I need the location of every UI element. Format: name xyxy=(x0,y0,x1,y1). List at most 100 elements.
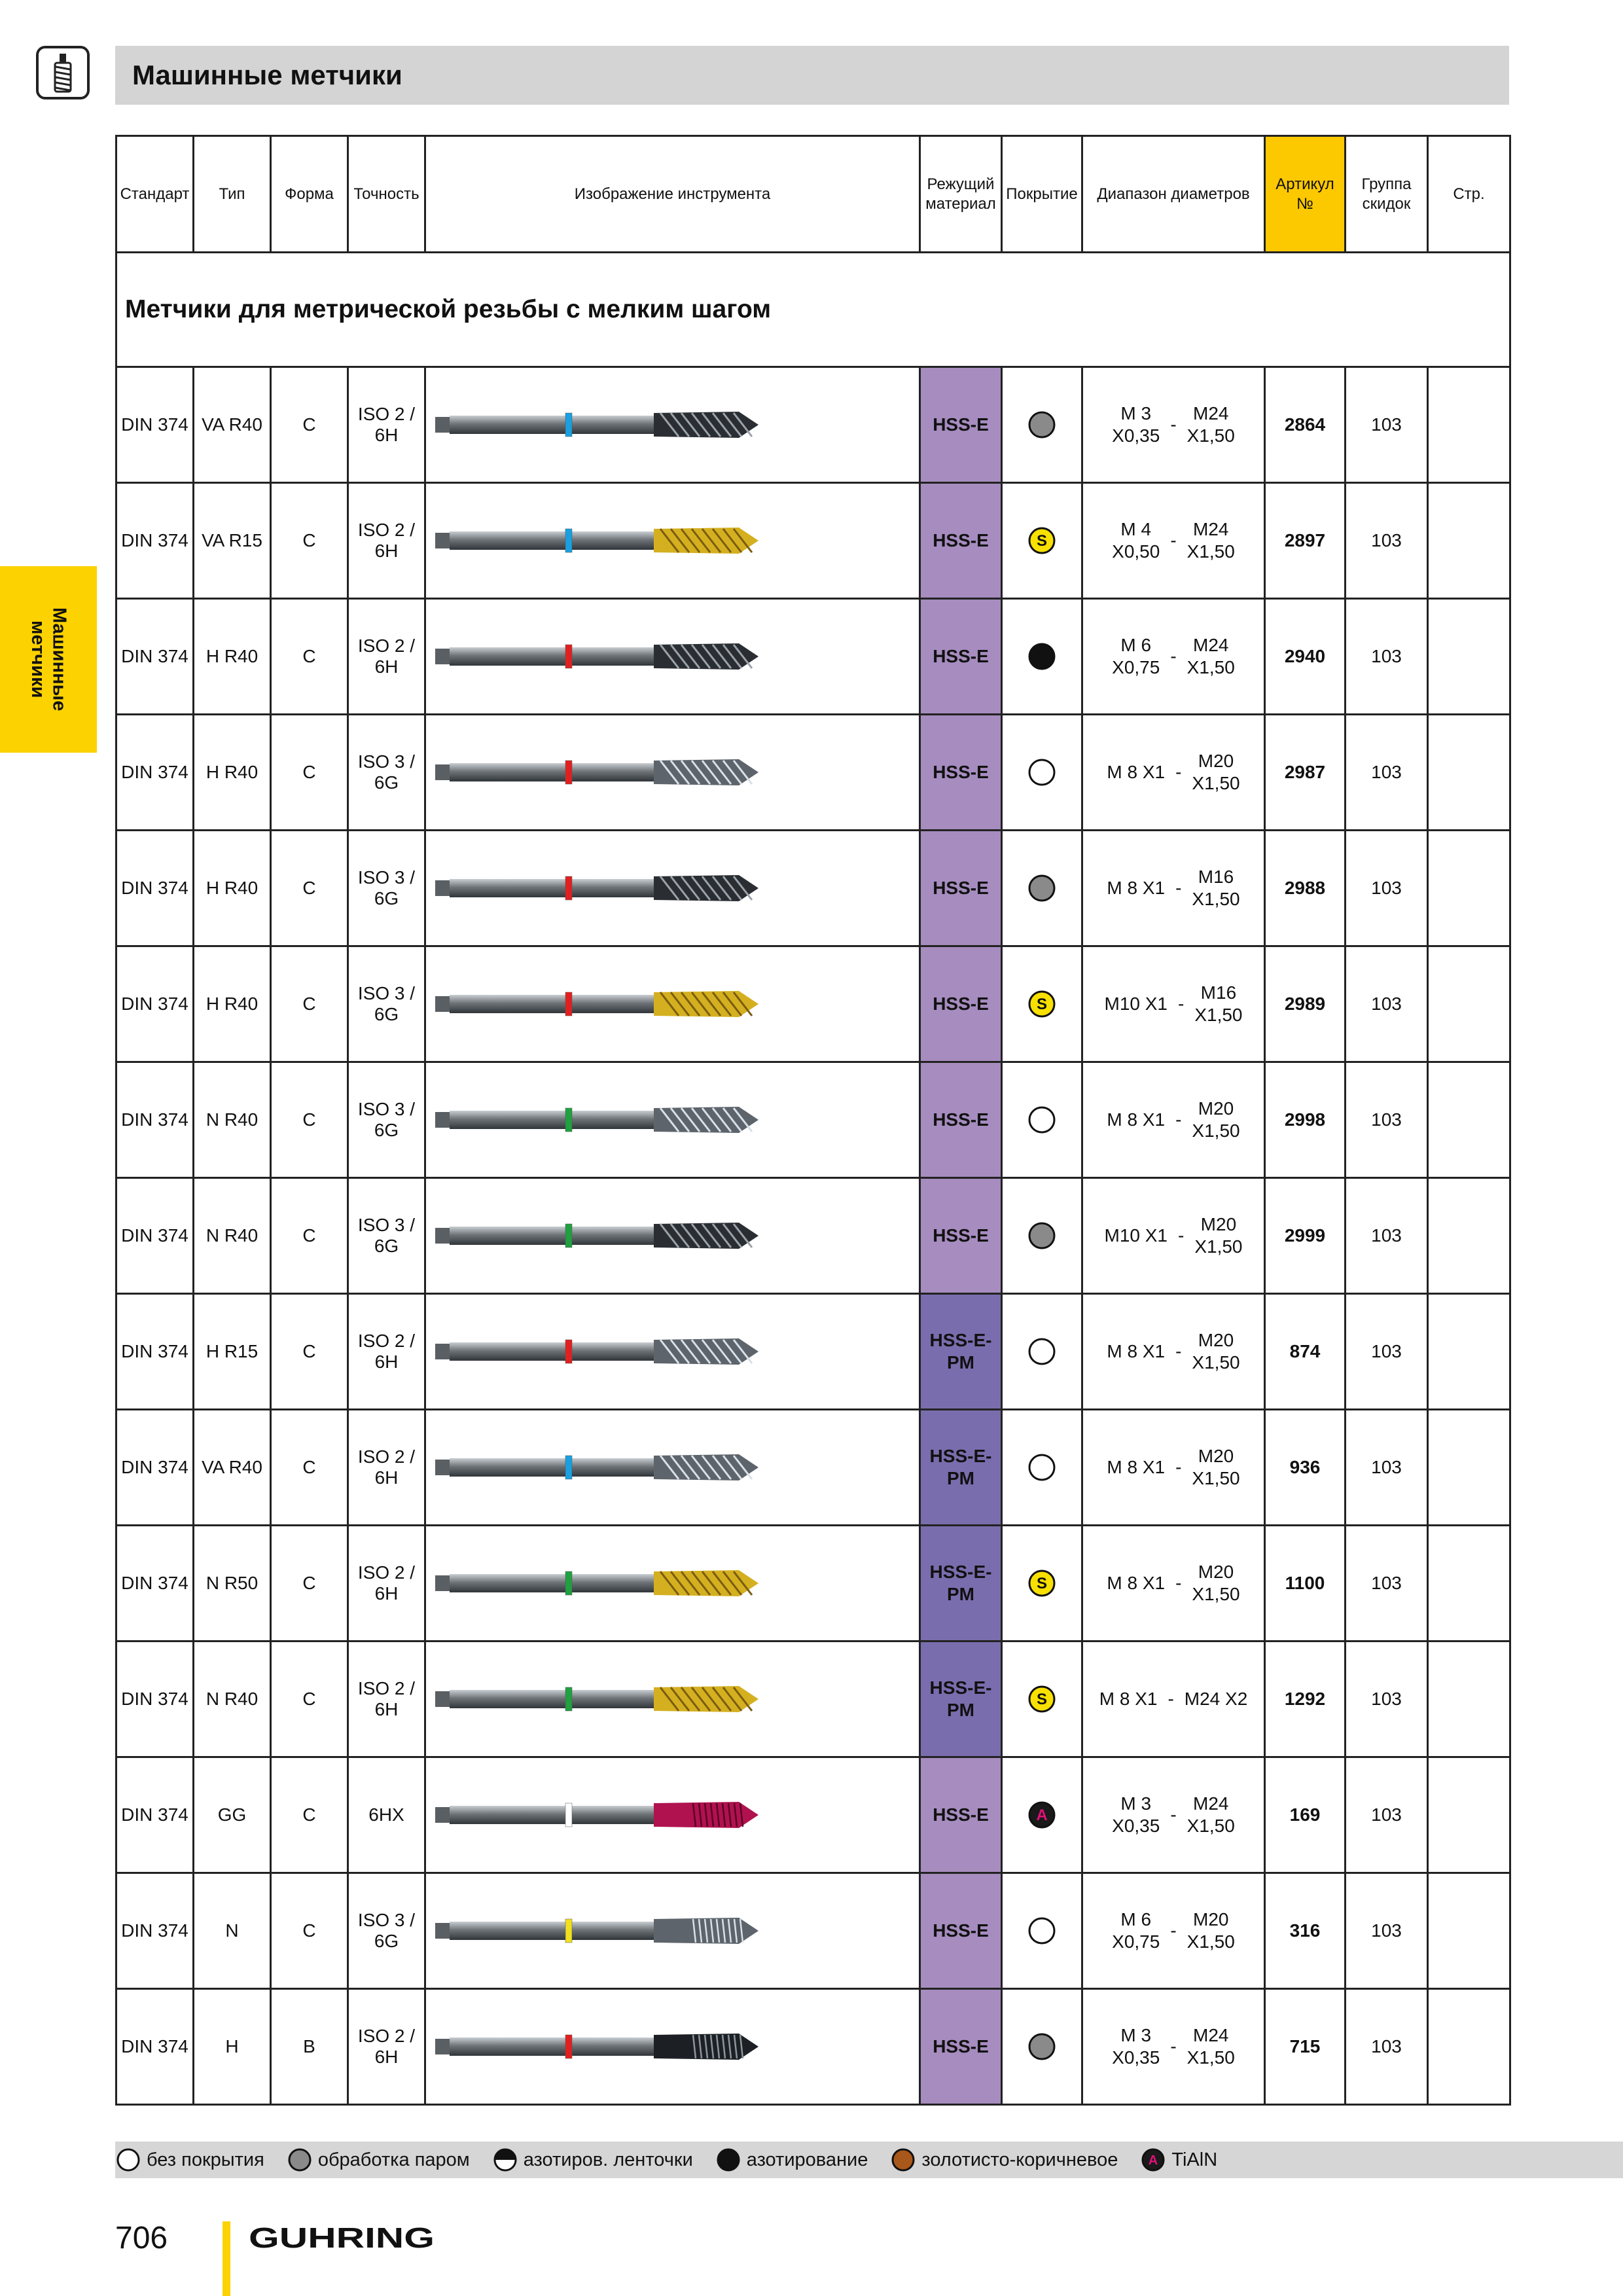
cell-article[interactable]: 1292 xyxy=(1264,1640,1346,1758)
cell-page xyxy=(1427,1756,1511,1874)
precision-line: ISO 3 / xyxy=(357,751,416,772)
table-row[interactable]: DIN 374 VA R40 C ISO 2 /6H HSS-E- PM M 8 X1- M2… xyxy=(115,1408,1511,1526)
precision-line: 6H xyxy=(374,1467,399,1488)
cell-standard: DIN 374 xyxy=(115,1061,194,1179)
range-wrap: M 8 X1- M16 X1,50 xyxy=(1084,866,1263,910)
range-dash: - xyxy=(1175,1109,1182,1130)
range-dash: - xyxy=(1178,1225,1185,1246)
cell-discount-group: 103 xyxy=(1344,366,1429,484)
cell-coating xyxy=(1001,1988,1083,2106)
brand-logo: GUHRING xyxy=(249,2222,438,2255)
cell-article[interactable]: 2998 xyxy=(1264,1061,1346,1179)
cell-coating: A xyxy=(1001,1756,1083,1874)
table-row[interactable]: DIN 374 N C ISO 3 /6G HSS-E M 6 X0,75- M20 X1,50… xyxy=(115,1872,1511,1990)
table-row[interactable]: DIN 374 H R40 C ISO 3 /6G HSS-E M 8 X1- M20 X1,… xyxy=(115,713,1511,831)
cell-diameter-range: M 8 X1- M20 X1,50 xyxy=(1081,1061,1266,1179)
cell-article[interactable]: 715 xyxy=(1264,1988,1346,2106)
range-to: M24 X1,50 xyxy=(1186,403,1235,446)
table-row[interactable]: DIN 374 GG C 6HX HSS-E A M 3 X0,35- M24 X1,50 169 1… xyxy=(115,1756,1511,1874)
cell-diameter-range: M 3 X0,35- M24 X1,50 xyxy=(1081,366,1266,484)
cell-material: HSS-E xyxy=(919,1756,1003,1874)
tap-tool-image xyxy=(427,1099,918,1141)
cell-page xyxy=(1427,1061,1511,1179)
range-to: M16 X1,50 xyxy=(1192,867,1240,909)
tap-tool-image xyxy=(427,1910,918,1952)
cell-form: C xyxy=(270,1293,349,1410)
table-row[interactable]: DIN 374 N R50 C ISO 2 /6H HSS-E- PM S M 8 X1- M2… xyxy=(115,1524,1511,1642)
range-from: M10 X1 xyxy=(1104,1225,1168,1246)
cell-standard: DIN 374 xyxy=(115,482,194,600)
cell-article[interactable]: 2897 xyxy=(1264,482,1346,600)
svg-text:S: S xyxy=(1037,1691,1047,1708)
table-row[interactable]: DIN 374 H B ISO 2 /6H HSS-E M 3 X0,35- M24 X1,50… xyxy=(115,1988,1511,2106)
tap-tool-image xyxy=(427,1678,918,1720)
range-to: M20 X1,50 xyxy=(1192,751,1240,793)
cell-standard: DIN 374 xyxy=(115,1756,194,1874)
range-wrap: M 3 X0,35- M24 X1,50 xyxy=(1084,1793,1263,1837)
precision-line: 6G xyxy=(374,1931,399,1951)
table-row[interactable]: DIN 374 N R40 C ISO 3 /6G HSS-E M 8 X1- M20 X1,… xyxy=(115,1061,1511,1179)
range-wrap: M 3 X0,35- M24 X1,50 xyxy=(1084,2024,1263,2068)
cell-article[interactable]: 2987 xyxy=(1264,713,1346,831)
table-row[interactable]: DIN 374 N R40 C ISO 2 /6H HSS-E- PM S M 8 X1- M2… xyxy=(115,1640,1511,1758)
coating-legend: без покрытия обработка паром азотиров. лен… xyxy=(115,2142,1623,2178)
range-dash: - xyxy=(1170,646,1177,666)
range-to: M24 X1,50 xyxy=(1186,519,1235,562)
precision-line: 6H xyxy=(374,2047,399,2067)
tialn-icon: A xyxy=(1140,2147,1171,2173)
cell-article[interactable]: 874 xyxy=(1264,1293,1346,1410)
cell-article[interactable]: 2940 xyxy=(1264,598,1346,715)
table-row[interactable]: DIN 374 H R15 C ISO 2 /6H HSS-E- PM M 8 X1- M20… xyxy=(115,1293,1511,1410)
cell-form: C xyxy=(270,1524,349,1642)
cell-page xyxy=(1427,482,1511,600)
cell-article[interactable]: 316 xyxy=(1264,1872,1346,1990)
cell-precision: ISO 2 /6H xyxy=(347,482,426,600)
cell-discount-group: 103 xyxy=(1344,598,1429,715)
precision-line: 6H xyxy=(374,1583,399,1604)
col-page: Стр. xyxy=(1427,135,1511,253)
precision-line: 6G xyxy=(374,1236,399,1256)
side-category-tab[interactable]: Машинные метчики xyxy=(0,566,97,753)
precision-line: ISO 3 / xyxy=(357,867,416,888)
cell-precision: ISO 2 /6H xyxy=(347,1988,426,2106)
table-header-row: Стандарт Тип Форма Точность Изображение … xyxy=(115,135,1511,253)
table-row[interactable]: DIN 374 H R40 C ISO 2 /6H HSS-E M 6 X0,75- M24 X… xyxy=(115,598,1511,715)
cell-diameter-range: M 8 X1- M16 X1,50 xyxy=(1081,829,1266,947)
precision-line: ISO 3 / xyxy=(357,1910,416,1930)
precision-line: ISO 2 / xyxy=(357,2026,416,2046)
table-row[interactable]: DIN 374 N R40 C ISO 3 /6G HSS-E M10 X1- M20 X1,… xyxy=(115,1177,1511,1295)
cell-article[interactable]: 2988 xyxy=(1264,829,1346,947)
cell-discount-group: 103 xyxy=(1344,1524,1429,1642)
cell-precision: ISO 2 /6H xyxy=(347,1408,426,1526)
tap-icon xyxy=(36,46,90,99)
range-from: M 8 X1 xyxy=(1107,1457,1166,1478)
cell-diameter-range: M 3 X0,35- M24 X1,50 xyxy=(1081,1756,1266,1874)
legend-item: без покрытия xyxy=(115,2147,264,2173)
cell-article[interactable]: 2999 xyxy=(1264,1177,1346,1295)
range-dash: - xyxy=(1168,1689,1174,1709)
range-wrap: M 8 X1- M20 X1,50 xyxy=(1084,1329,1263,1373)
cell-material: HSS-E xyxy=(919,598,1003,715)
range-wrap: M 4 X0,50- M24 X1,50 xyxy=(1084,518,1263,562)
table-row[interactable]: DIN 374 VA R15 C ISO 2 /6H HSS-E S M 4 X0,50- M2… xyxy=(115,482,1511,600)
cell-article[interactable]: 169 xyxy=(1264,1756,1346,1874)
svg-text:S: S xyxy=(1037,1575,1047,1592)
table-row[interactable]: DIN 374 H R40 C ISO 3 /6G HSS-E M 8 X1- M16 X1,… xyxy=(115,829,1511,947)
range-from: M 3 X0,35 xyxy=(1112,1793,1160,1836)
cell-article[interactable]: 2864 xyxy=(1264,366,1346,484)
cell-material: HSS-E- PM xyxy=(919,1640,1003,1758)
cell-article[interactable]: 2989 xyxy=(1264,945,1346,1063)
cell-standard: DIN 374 xyxy=(115,945,194,1063)
table-row[interactable]: DIN 374 H R40 C ISO 3 /6G HSS-E S M10 X1- M16 X1… xyxy=(115,945,1511,1063)
range-from: M 6 X0,75 xyxy=(1112,1909,1160,1952)
cell-standard: DIN 374 xyxy=(115,366,194,484)
cell-type: N R40 xyxy=(192,1177,272,1295)
range-to: M24 X2 xyxy=(1184,1689,1248,1710)
cell-page xyxy=(1427,1177,1511,1295)
cell-form: B xyxy=(270,1988,349,2106)
cell-article[interactable]: 1100 xyxy=(1264,1524,1346,1642)
cell-material: HSS-E xyxy=(919,366,1003,484)
cell-article[interactable]: 936 xyxy=(1264,1408,1346,1526)
cell-tool-image xyxy=(424,713,921,831)
table-row[interactable]: DIN 374 VA R40 C ISO 2 /6H HSS-E M 3 X0,35- M24… xyxy=(115,366,1511,484)
